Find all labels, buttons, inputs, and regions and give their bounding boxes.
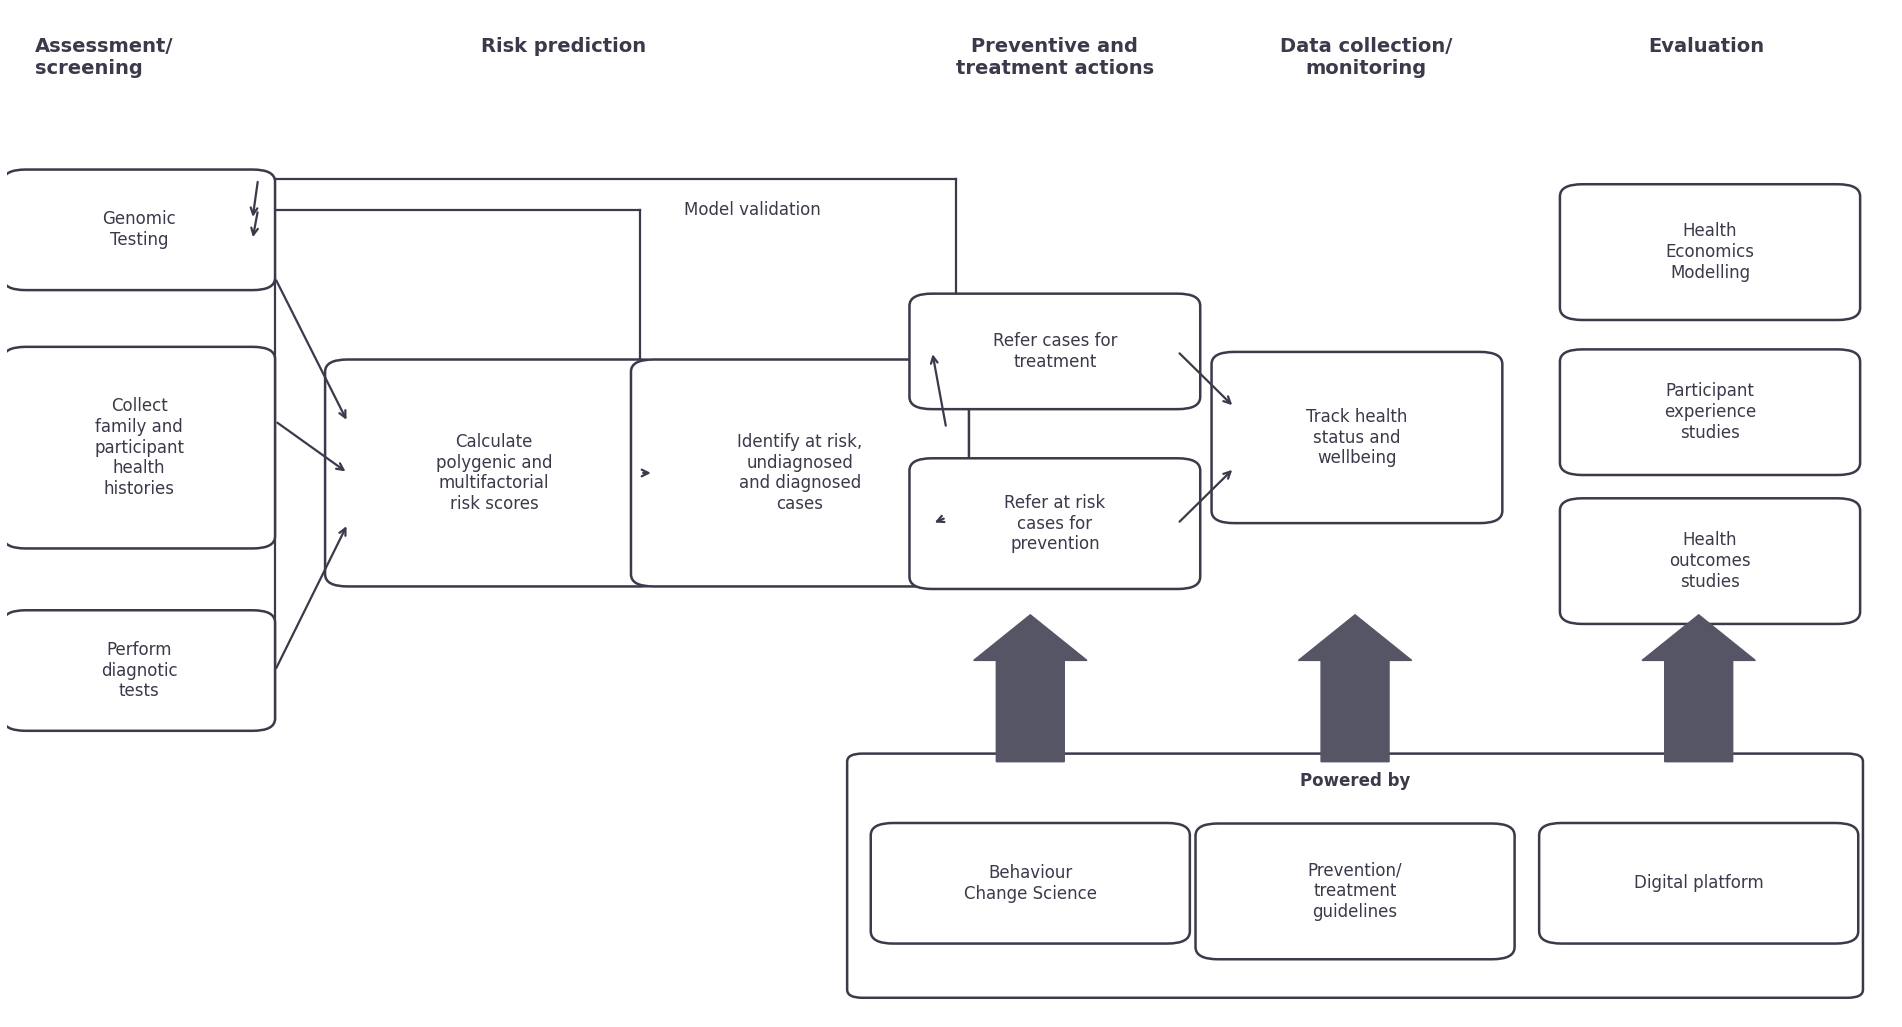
Text: Behaviour
Change Science: Behaviour Change Science	[964, 864, 1097, 903]
Text: Refer cases for
treatment: Refer cases for treatment	[993, 332, 1116, 371]
FancyArrow shape	[1299, 615, 1411, 762]
Text: Genomic
Testing: Genomic Testing	[103, 211, 177, 250]
FancyBboxPatch shape	[846, 754, 1862, 998]
FancyBboxPatch shape	[1539, 823, 1858, 944]
FancyBboxPatch shape	[1560, 349, 1860, 476]
Text: Preventive and
treatment actions: Preventive and treatment actions	[957, 37, 1155, 78]
FancyBboxPatch shape	[1212, 352, 1503, 523]
FancyArrow shape	[1641, 615, 1756, 762]
FancyBboxPatch shape	[909, 458, 1200, 588]
FancyBboxPatch shape	[871, 823, 1191, 944]
Text: Health
Economics
Modelling: Health Economics Modelling	[1666, 222, 1754, 282]
Text: Assessment/
screening: Assessment/ screening	[36, 37, 173, 78]
Text: Model validation: Model validation	[685, 200, 822, 219]
Text: Digital platform: Digital platform	[1634, 874, 1763, 892]
Text: Powered by: Powered by	[1299, 772, 1409, 790]
Text: Track health
status and
wellbeing: Track health status and wellbeing	[1307, 408, 1407, 467]
Text: Prevention/
treatment
guidelines: Prevention/ treatment guidelines	[1309, 862, 1402, 921]
Text: Calculate
polygenic and
multifactorial
risk scores: Calculate polygenic and multifactorial r…	[436, 432, 552, 514]
FancyBboxPatch shape	[909, 294, 1200, 409]
Text: Identify at risk,
undiagnosed
and diagnosed
cases: Identify at risk, undiagnosed and diagno…	[738, 432, 864, 514]
FancyBboxPatch shape	[4, 169, 276, 290]
FancyBboxPatch shape	[631, 359, 968, 586]
Text: Risk prediction: Risk prediction	[481, 37, 647, 56]
Text: Evaluation: Evaluation	[1649, 37, 1765, 56]
Text: Health
outcomes
studies: Health outcomes studies	[1670, 531, 1752, 591]
Text: Refer at risk
cases for
prevention: Refer at risk cases for prevention	[1004, 494, 1105, 554]
Text: Perform
diagnotic
tests: Perform diagnotic tests	[101, 641, 177, 700]
Text: Data collection/
monitoring: Data collection/ monitoring	[1280, 37, 1453, 78]
FancyArrow shape	[974, 615, 1086, 762]
FancyBboxPatch shape	[4, 610, 276, 731]
FancyBboxPatch shape	[1196, 824, 1514, 959]
FancyBboxPatch shape	[1560, 498, 1860, 624]
FancyBboxPatch shape	[1560, 184, 1860, 320]
FancyBboxPatch shape	[325, 359, 664, 586]
FancyBboxPatch shape	[4, 347, 276, 548]
Text: Participant
experience
studies: Participant experience studies	[1664, 382, 1756, 442]
Text: Collect
family and
participant
health
histories: Collect family and participant health hi…	[93, 397, 184, 498]
